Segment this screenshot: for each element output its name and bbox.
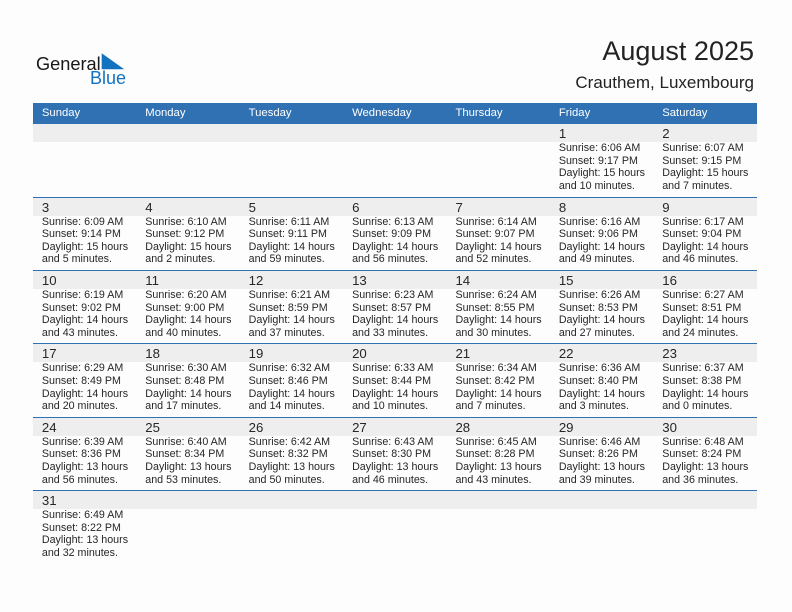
svg-text:Blue: Blue xyxy=(90,68,126,88)
